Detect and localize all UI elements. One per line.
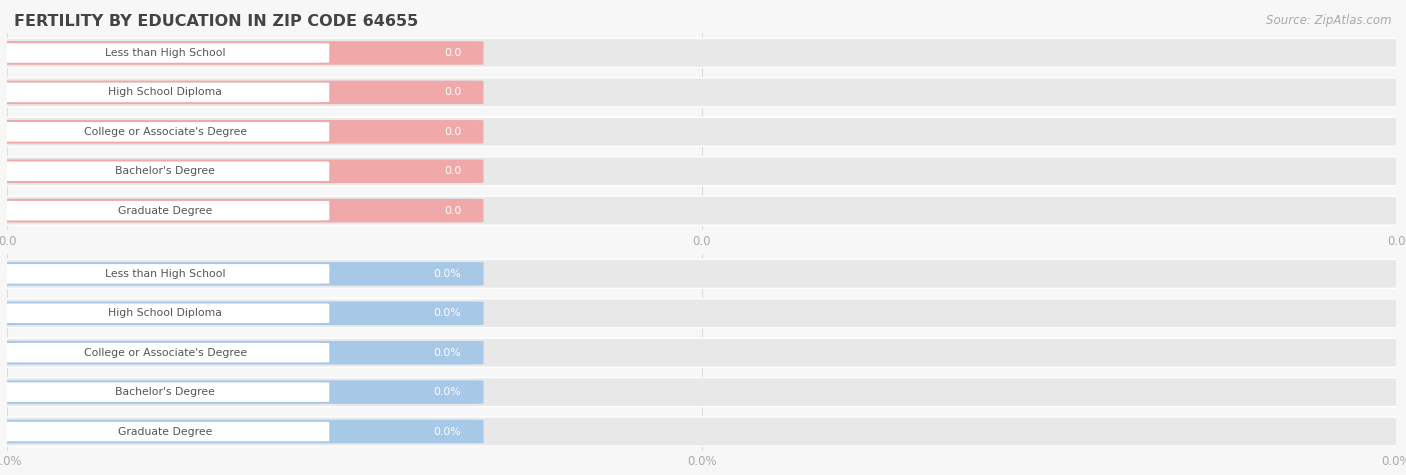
Text: 0.0: 0.0	[444, 87, 461, 97]
FancyBboxPatch shape	[0, 117, 1406, 146]
Text: Bachelor's Degree: Bachelor's Degree	[115, 387, 215, 397]
Text: 0.0: 0.0	[444, 48, 461, 58]
FancyBboxPatch shape	[0, 417, 1406, 446]
FancyBboxPatch shape	[0, 157, 1406, 186]
Text: Graduate Degree: Graduate Degree	[118, 427, 212, 437]
Text: 0.0: 0.0	[444, 206, 461, 216]
FancyBboxPatch shape	[0, 196, 1406, 225]
Text: 0.0%: 0.0%	[433, 427, 461, 437]
Text: Source: ZipAtlas.com: Source: ZipAtlas.com	[1267, 14, 1392, 27]
Text: Less than High School: Less than High School	[105, 269, 225, 279]
FancyBboxPatch shape	[0, 81, 484, 104]
FancyBboxPatch shape	[0, 78, 1406, 107]
FancyBboxPatch shape	[0, 259, 1406, 288]
Text: Less than High School: Less than High School	[105, 48, 225, 58]
Text: 0.0: 0.0	[444, 166, 461, 176]
Text: High School Diploma: High School Diploma	[108, 308, 222, 318]
Text: FERTILITY BY EDUCATION IN ZIP CODE 64655: FERTILITY BY EDUCATION IN ZIP CODE 64655	[14, 14, 419, 29]
Text: Graduate Degree: Graduate Degree	[118, 206, 212, 216]
Text: 0.0%: 0.0%	[433, 348, 461, 358]
Text: High School Diploma: High School Diploma	[108, 87, 222, 97]
FancyBboxPatch shape	[0, 41, 484, 65]
FancyBboxPatch shape	[0, 299, 1406, 328]
Text: 0.0: 0.0	[444, 127, 461, 137]
FancyBboxPatch shape	[0, 262, 484, 285]
FancyBboxPatch shape	[0, 160, 484, 183]
FancyBboxPatch shape	[1, 343, 329, 362]
Text: 0.0%: 0.0%	[433, 308, 461, 318]
Text: College or Associate's Degree: College or Associate's Degree	[84, 127, 247, 137]
FancyBboxPatch shape	[1, 83, 329, 102]
Text: Bachelor's Degree: Bachelor's Degree	[115, 166, 215, 176]
FancyBboxPatch shape	[1, 382, 329, 402]
FancyBboxPatch shape	[1, 122, 329, 142]
FancyBboxPatch shape	[1, 422, 329, 441]
FancyBboxPatch shape	[0, 338, 1406, 367]
FancyBboxPatch shape	[1, 304, 329, 323]
FancyBboxPatch shape	[0, 378, 1406, 407]
FancyBboxPatch shape	[0, 341, 484, 364]
FancyBboxPatch shape	[1, 162, 329, 181]
FancyBboxPatch shape	[1, 43, 329, 63]
FancyBboxPatch shape	[0, 120, 484, 143]
Text: College or Associate's Degree: College or Associate's Degree	[84, 348, 247, 358]
FancyBboxPatch shape	[0, 38, 1406, 67]
FancyBboxPatch shape	[0, 302, 484, 325]
Text: 0.0%: 0.0%	[433, 269, 461, 279]
FancyBboxPatch shape	[0, 199, 484, 222]
FancyBboxPatch shape	[1, 201, 329, 220]
FancyBboxPatch shape	[0, 420, 484, 443]
FancyBboxPatch shape	[1, 264, 329, 284]
FancyBboxPatch shape	[0, 380, 484, 404]
Text: 0.0%: 0.0%	[433, 387, 461, 397]
